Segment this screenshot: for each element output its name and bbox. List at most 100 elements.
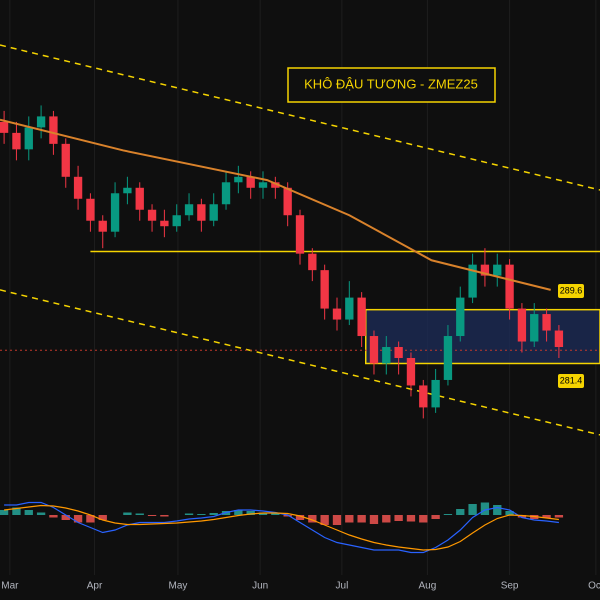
candle-body [24, 127, 33, 150]
candle-body [197, 204, 206, 221]
macd-histogram-bar [443, 514, 453, 515]
candle-body [61, 143, 70, 177]
candle-body [221, 182, 231, 205]
candle-body [246, 176, 255, 188]
candle-body [542, 314, 551, 331]
macd-histogram-bar [98, 515, 107, 520]
candle-body [530, 314, 539, 342]
macd-histogram-bar [135, 513, 144, 515]
macd-histogram-bar [61, 515, 70, 520]
macd-histogram-bar [345, 515, 354, 523]
candle-body [184, 204, 194, 216]
macd-histogram-bar [123, 512, 132, 515]
macd-histogram-bar [320, 515, 329, 525]
candle-body [123, 187, 132, 194]
macd-histogram-bar [554, 515, 564, 518]
candle-body [172, 215, 181, 227]
macd-histogram-bar [160, 515, 169, 517]
macd-histogram-bar [36, 512, 46, 515]
macd-histogram-bar [86, 515, 95, 523]
chart-title: KHÔ ĐẬU TƯƠNG - ZMEZ25 [304, 76, 478, 91]
macd-histogram-bar [49, 515, 58, 518]
trend-line [0, 44, 600, 191]
macd-histogram-bar [234, 510, 243, 515]
candle-body [234, 176, 243, 183]
macd-histogram-bar [394, 515, 403, 521]
candle-body [394, 347, 403, 358]
macd-histogram-bar [209, 513, 218, 515]
signal-line [4, 504, 559, 551]
candle-body [0, 121, 9, 133]
candle-body [295, 215, 305, 254]
macd-histogram-bar [480, 502, 490, 515]
candle-body [86, 198, 95, 221]
moving-average [0, 118, 551, 291]
candle-body [320, 270, 329, 309]
macd-histogram-bar [493, 505, 502, 515]
candle-body [345, 297, 354, 320]
candle-body [271, 182, 280, 188]
macd-histogram-bar [357, 515, 366, 523]
candle-body [73, 176, 83, 199]
x-tick-label: Jun [252, 581, 268, 592]
price-label: 281.4 [560, 375, 583, 385]
candle-body [209, 204, 218, 221]
candle-body [12, 132, 21, 150]
candle-body [160, 220, 169, 227]
candle-body [98, 220, 107, 232]
macd-histogram-bar [246, 511, 255, 515]
macd-histogram-bar [369, 515, 379, 524]
macd-histogram-bar [382, 515, 391, 523]
candle-body [147, 209, 157, 221]
candle-body [258, 182, 268, 188]
macd-histogram-bar [517, 515, 527, 518]
x-tick-label: Oct [588, 581, 600, 592]
x-tick-label: Aug [418, 581, 436, 592]
macd-histogram-bar [542, 515, 551, 518]
candle-body [419, 385, 428, 408]
candle-body [468, 264, 477, 298]
macd-histogram-bar [406, 515, 416, 522]
macd-histogram-bar [184, 513, 194, 515]
x-tick-label: Jul [336, 581, 349, 592]
x-tick-label: May [168, 581, 187, 592]
candle-body [283, 187, 292, 216]
trend-line [0, 289, 600, 436]
candle-body [505, 264, 514, 309]
price-label: 289.6 [560, 285, 583, 295]
candle-body [308, 253, 317, 271]
macd-histogram-bar [308, 515, 317, 523]
candle-body [36, 116, 46, 128]
macd-histogram-bar [332, 515, 342, 525]
macd-histogram-bar [258, 512, 268, 515]
candle-body [517, 308, 527, 342]
x-tick-label: Apr [87, 581, 103, 592]
candle-body [357, 297, 366, 337]
x-tick-label: Mar [1, 581, 19, 592]
candle-body [443, 336, 453, 380]
price-label-box [558, 374, 584, 389]
candle-body [554, 330, 564, 348]
candle-body [49, 116, 58, 144]
macd-histogram-bar [24, 510, 33, 515]
candle-body [456, 297, 465, 337]
candle-body [135, 187, 144, 210]
macd-histogram-bar [419, 515, 428, 523]
candle-body [369, 336, 379, 364]
macd-histogram-bar [271, 513, 280, 515]
candle-body [382, 347, 391, 364]
macd-histogram-bar [197, 514, 206, 515]
macd-histogram-bar [468, 504, 477, 515]
x-tick-label: Sep [501, 581, 519, 592]
candle-body [480, 264, 490, 276]
title-box [287, 67, 496, 103]
price-label-box [558, 284, 584, 299]
macd-histogram-bar [73, 515, 83, 523]
macd-histogram-bar [147, 515, 157, 516]
candle-body [406, 357, 416, 386]
candle-body [493, 264, 502, 276]
macd-histogram-bar [505, 511, 514, 515]
macd-histogram-bar [295, 515, 305, 520]
macd-histogram-bar [456, 509, 465, 515]
